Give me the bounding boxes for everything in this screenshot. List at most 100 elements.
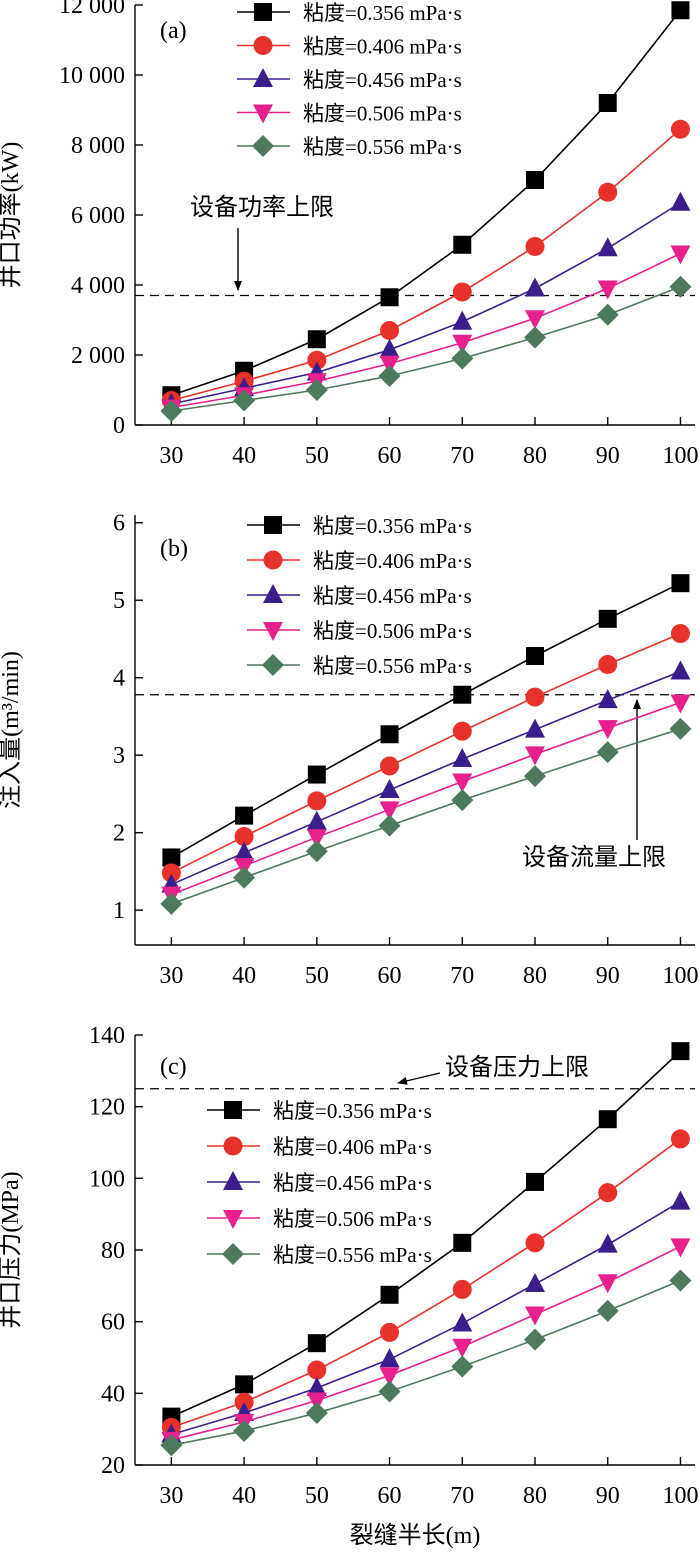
x-tick-label: 30 (159, 963, 183, 989)
legend-marker (264, 516, 282, 534)
data-point (160, 892, 183, 915)
legend-entry: 粘度=0.406 mPa·s (303, 35, 462, 59)
limit-annotation: 设备功率上限 (190, 194, 334, 221)
data-point (670, 191, 691, 211)
x-tick-label: 100 (662, 963, 698, 989)
x-tick-label: 80 (523, 443, 547, 469)
x-tick-label: 90 (596, 963, 620, 989)
data-point (379, 338, 400, 358)
y-tick-label: 1 (113, 898, 125, 924)
data-point (306, 810, 327, 830)
data-point (306, 829, 327, 849)
data-point (235, 1375, 254, 1394)
data-point (597, 689, 618, 709)
data-point (453, 1233, 472, 1252)
series-line-2 (171, 632, 681, 874)
data-point (670, 1238, 691, 1258)
y-tick-label: 5 (113, 588, 125, 614)
x-tick-label: 70 (450, 443, 474, 469)
data-point (525, 277, 545, 297)
series-line-5 (171, 728, 681, 905)
series-line-3 (171, 670, 681, 886)
data-point (671, 1, 690, 20)
y-axis-title: 井口压力(MPa) (0, 1171, 24, 1328)
legend-entry: 粘度=0.556 mPa·s (303, 135, 462, 159)
legend-marker (224, 1101, 242, 1119)
y-tick-label: 10 000 (59, 63, 125, 89)
data-point (307, 330, 326, 349)
series-line-5 (171, 286, 681, 412)
data-point (305, 1402, 328, 1425)
data-point (596, 1299, 619, 1322)
data-point (524, 765, 546, 788)
data-point (525, 310, 545, 330)
data-point (307, 1334, 326, 1353)
y-tick-label: 20 (101, 1453, 125, 1479)
legend-entry: 粘度=0.506 mPa·s (273, 1207, 432, 1231)
data-point (234, 827, 254, 847)
x-tick-label: 40 (232, 1483, 256, 1509)
legend-marker (263, 550, 283, 570)
limit-annotation: 设备压力上限 (445, 1054, 589, 1081)
legend-marker (254, 3, 272, 21)
y-tick-label: 3 (113, 743, 125, 769)
data-point (598, 94, 617, 112)
x-tick-label: 50 (305, 1483, 329, 1509)
y-tick-label: 60 (101, 1310, 125, 1336)
data-point (451, 789, 474, 812)
legend-marker (223, 1210, 243, 1229)
data-point (526, 647, 544, 666)
data-point (379, 801, 400, 821)
data-point (380, 1285, 399, 1304)
data-point (233, 866, 256, 889)
data-point (670, 119, 690, 139)
data-point (380, 756, 400, 776)
x-tick-label: 30 (159, 1483, 183, 1509)
data-point (598, 609, 617, 628)
x-tick-label: 70 (450, 1483, 474, 1509)
data-point (669, 1269, 692, 1292)
chart-panel-2: 1 2 3 4 5 6 30 40 50 60 70 80 90 100 注入量(m³/min) (b) 设备流… (0, 511, 698, 989)
data-point (452, 310, 473, 330)
legend-entry: 粘度=0.456 mPa·s (303, 68, 462, 92)
data-point (671, 1042, 690, 1061)
data-point (306, 1376, 327, 1396)
annotation-arrow (397, 1072, 441, 1085)
chart-panel-3: 20 40 60 80 100 120 140 30 40 50 60 70 80 90 100 井口压力(M… (0, 1023, 698, 1549)
legend-entry: 粘度=0.406 mPa·s (273, 1135, 432, 1159)
series-line-2 (171, 128, 681, 402)
data-point (306, 1392, 327, 1412)
data-point (307, 765, 326, 784)
data-point (379, 1348, 400, 1368)
y-axis-title: 井口功率(kW) (0, 142, 24, 289)
data-point (452, 282, 472, 302)
legend-marker (262, 654, 284, 676)
data-point (453, 235, 472, 254)
panel-label: (a) (160, 18, 187, 44)
y-tick-label: 140 (89, 1023, 125, 1049)
x-tick-label: 80 (523, 963, 547, 989)
data-point (596, 303, 619, 326)
data-point (597, 237, 618, 257)
data-point (380, 725, 399, 744)
series-line-3 (171, 202, 681, 405)
limit-annotation: 设备流量上限 (522, 844, 666, 871)
series-line-1 (170, 582, 681, 859)
x-tick-label: 60 (378, 963, 402, 989)
series-line-4 (171, 1245, 681, 1441)
data-point (597, 1233, 618, 1253)
x-tick-label: 50 (305, 963, 329, 989)
legend-entry: 粘度=0.356 mPa·s (313, 514, 472, 538)
data-point (235, 806, 254, 825)
series-line-4 (171, 701, 681, 896)
series-line-3 (171, 1200, 681, 1436)
data-point (162, 848, 181, 867)
series-line-2 (171, 1138, 681, 1429)
data-point (669, 717, 692, 740)
legend-entry: 粘度=0.456 mPa·s (313, 584, 472, 608)
data-point (670, 660, 691, 680)
data-point (670, 1129, 690, 1149)
legend-marker (253, 68, 273, 87)
data-point (380, 1322, 400, 1342)
